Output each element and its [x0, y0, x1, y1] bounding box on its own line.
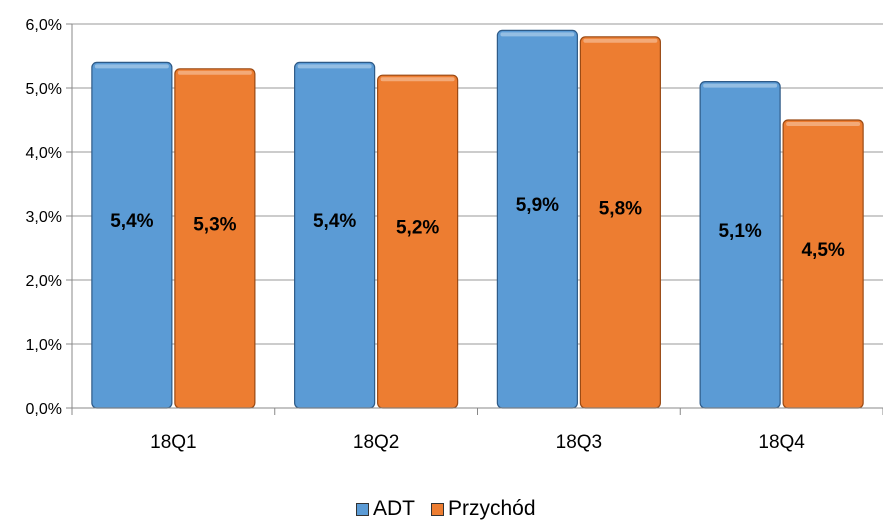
bar-adt-18q1 [91, 61, 173, 409]
y-tick-label: 4,0% [26, 145, 62, 162]
x-category-label: 18Q2 [353, 432, 399, 453]
x-category-label: 18Q4 [758, 432, 805, 453]
bar-adt-18q3 [496, 29, 578, 409]
data-label-adt-18q4: 5,1% [718, 221, 761, 242]
data-label-przychod-18q4: 4,5% [801, 240, 844, 261]
legend-swatch-adt [356, 502, 369, 516]
y-tick-label: 3,0% [26, 209, 62, 226]
bar-przychod-18q3 [579, 36, 661, 409]
legend: ADT Przychód [356, 497, 552, 521]
y-tick-label: 5,0% [26, 81, 62, 98]
legend-label-przychod: Przychód [448, 497, 536, 520]
bar-highlight [177, 70, 252, 75]
y-tick-label: 0,0% [26, 401, 62, 418]
bar-highlight [297, 64, 372, 69]
legend-item-przychod: Przychód [431, 497, 536, 521]
y-tick-label: 1,0% [26, 337, 62, 354]
bar-highlight [583, 38, 658, 43]
x-category-label: 18Q1 [150, 432, 196, 453]
bar-przychod-18q1 [174, 68, 256, 409]
bar-highlight [500, 32, 575, 37]
y-tick-label: 2,0% [26, 273, 62, 290]
data-label-adt-18q1: 5,4% [110, 211, 153, 232]
bar-highlight [380, 77, 455, 82]
bar-highlight [94, 64, 169, 69]
bar-adt-18q2 [294, 61, 376, 409]
data-label-adt-18q2: 5,4% [313, 211, 356, 232]
data-labels: 5,4% 5,3% 5,4% 5,2% 5,9% 5,8% 5,1% 4,5% [110, 195, 845, 261]
legend-swatch-przychod [431, 502, 444, 516]
x-axis: 18Q1 18Q2 18Q3 18Q4 [71, 407, 883, 453]
data-label-przychod-18q1: 5,3% [193, 214, 236, 235]
bars [91, 29, 864, 409]
bar-przychod-18q4 [782, 119, 864, 409]
bar-highlight [703, 83, 778, 88]
bar-przychod-18q2 [377, 74, 459, 409]
data-label-przychod-18q3: 5,8% [599, 198, 642, 219]
legend-label-adt: ADT [373, 497, 415, 520]
y-axis: 0,0% 1,0% 2,0% 3,0% 4,0% 5,0% 6,0% [26, 17, 73, 418]
bar-highlight [786, 122, 861, 126]
x-category-label: 18Q3 [556, 432, 602, 453]
data-label-adt-18q3: 5,9% [516, 195, 559, 216]
data-label-przychod-18q2: 5,2% [396, 218, 439, 239]
bar-adt-18q4 [699, 80, 781, 409]
y-tick-label: 6,0% [26, 17, 62, 34]
legend-item-adt: ADT [356, 497, 415, 521]
